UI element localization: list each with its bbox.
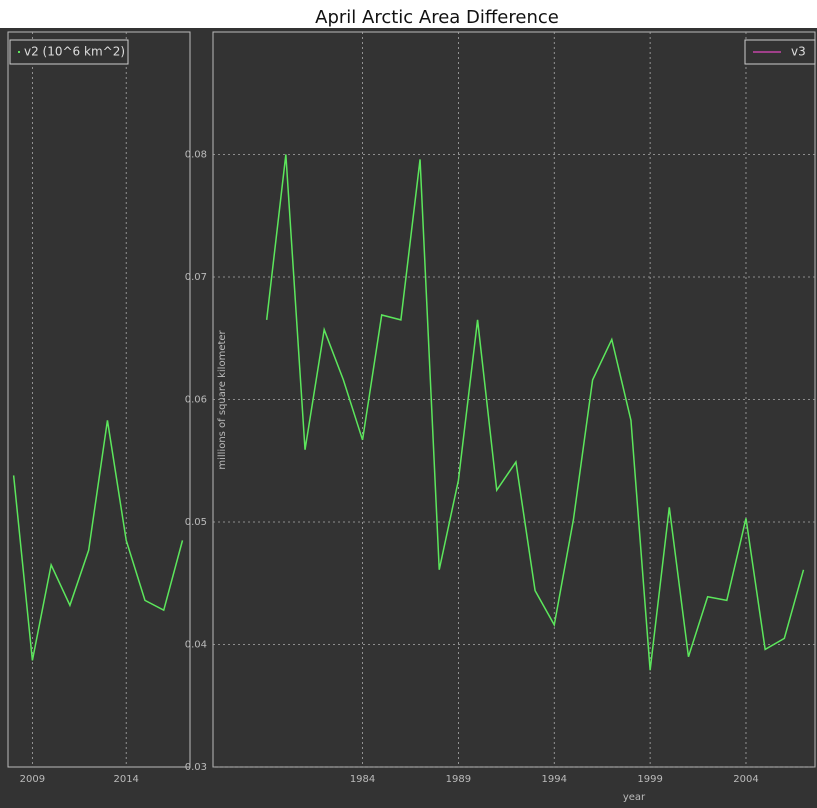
x-tick-label: 1994 [542, 774, 567, 785]
y-tick-label: 0.07 [185, 272, 207, 283]
data-line [12, 420, 184, 661]
legend-label: v3 [791, 45, 806, 59]
y-tick-label: 0.08 [185, 150, 207, 161]
y-axis-label: millions of square kilometer [217, 329, 228, 469]
x-axis-label: year [623, 792, 646, 803]
x-tick-label: 2004 [733, 774, 758, 785]
y-tick-label: 0.06 [185, 395, 207, 406]
data-line [265, 154, 805, 671]
y-tick-label: 0.05 [185, 517, 207, 528]
y-tick-label: 0.03 [185, 762, 207, 773]
x-tick-label: 1999 [637, 774, 662, 785]
legend-box [9, 39, 129, 65]
x-tick-label: 1984 [350, 774, 375, 785]
x-tick-label: 1989 [446, 774, 471, 785]
x-tick-label: 2009 [20, 774, 45, 785]
background [0, 28, 817, 808]
chart-title: April Arctic Area Difference [315, 7, 559, 28]
legend-label: v2 (10^6 km^2) [24, 45, 125, 59]
plot-frame [7, 31, 191, 768]
x-tick-label: 2014 [113, 774, 138, 785]
y-tick-label: 0.04 [185, 640, 207, 651]
